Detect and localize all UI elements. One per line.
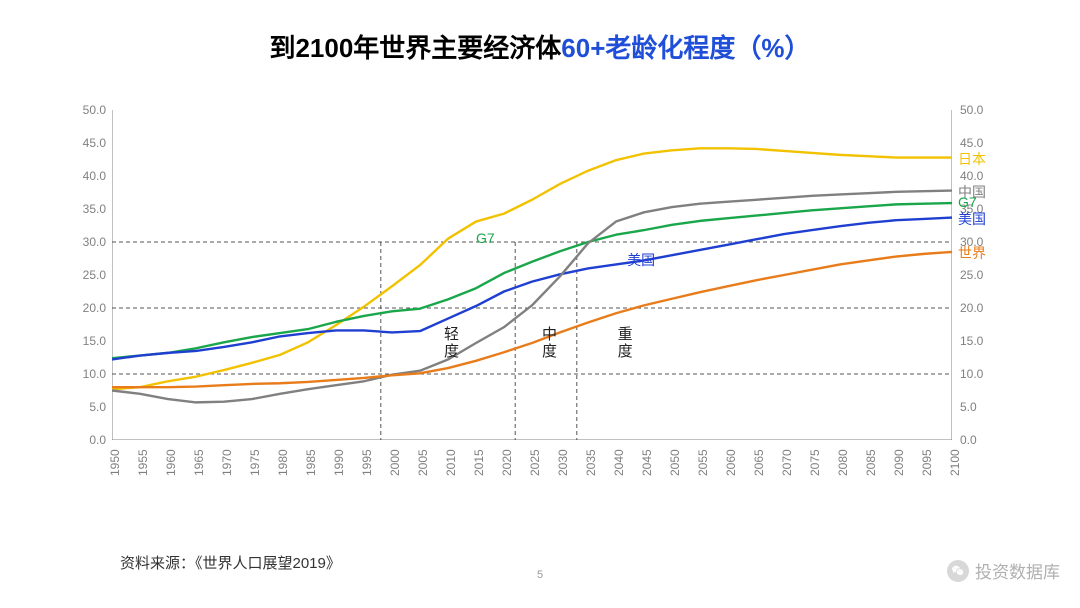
series-label-usa: 美国: [958, 209, 986, 229]
title-pre: 到2100年世界主要经济体: [269, 33, 561, 63]
y-tick-left: 10.0: [83, 367, 106, 381]
plot-area: [112, 110, 952, 440]
x-tick: 2025: [528, 449, 542, 476]
x-tick: 2065: [752, 449, 766, 476]
title-highlight: 60+老龄化程度（%）: [561, 33, 810, 63]
x-tick: 1990: [332, 449, 346, 476]
y-tick-left: 0.0: [89, 433, 106, 447]
annotation-中度: 中度: [538, 326, 559, 360]
y-tick-right: 5.0: [960, 400, 977, 414]
chart-svg: [112, 110, 952, 440]
y-tick-right: 10.0: [960, 367, 983, 381]
x-tick: 2010: [444, 449, 458, 476]
inline-label-usa: 美国: [627, 250, 655, 270]
y-tick-left: 35.0: [83, 202, 106, 216]
x-tick: 1955: [136, 449, 150, 476]
x-tick: 2030: [556, 449, 570, 476]
x-tick: 2095: [920, 449, 934, 476]
x-tick: 2050: [668, 449, 682, 476]
x-tick: 2015: [472, 449, 486, 476]
series-label-world: 世界: [958, 243, 986, 263]
x-tick: 1965: [192, 449, 206, 476]
y-tick-right: 50.0: [960, 103, 983, 117]
y-tick-left: 45.0: [83, 136, 106, 150]
x-tick: 2075: [808, 449, 822, 476]
y-tick-left: 5.0: [89, 400, 106, 414]
x-tick: 2070: [780, 449, 794, 476]
x-tick: 2080: [836, 449, 850, 476]
x-tick: 2005: [416, 449, 430, 476]
wechat-icon: [947, 560, 969, 582]
y-tick-left: 20.0: [83, 301, 106, 315]
x-tick: 1970: [220, 449, 234, 476]
y-tick-right: 20.0: [960, 301, 983, 315]
x-tick: 1960: [164, 449, 178, 476]
x-tick: 2055: [696, 449, 710, 476]
watermark: 投资数据库: [947, 558, 1060, 583]
source-text: 资料来源：《世界人口展望2019》: [120, 552, 341, 573]
x-tick: 1950: [108, 449, 122, 476]
x-tick: 1985: [304, 449, 318, 476]
x-tick: 2000: [388, 449, 402, 476]
chart-container: 0.05.010.015.020.025.030.035.040.045.050…: [70, 110, 990, 460]
x-tick: 1975: [248, 449, 262, 476]
inline-label-g7: G7: [476, 230, 495, 246]
x-tick: 2060: [724, 449, 738, 476]
x-tick: 2020: [500, 449, 514, 476]
y-tick-left: 15.0: [83, 334, 106, 348]
x-tick: 2035: [584, 449, 598, 476]
y-tick-right: 15.0: [960, 334, 983, 348]
x-tick: 2085: [864, 449, 878, 476]
y-tick-right: 0.0: [960, 433, 977, 447]
series-label-japan: 日本: [958, 149, 986, 169]
annotation-轻度: 轻度: [440, 326, 461, 360]
x-tick: 1995: [360, 449, 374, 476]
y-tick-left: 50.0: [83, 103, 106, 117]
x-tick: 2100: [948, 449, 962, 476]
y-tick-left: 30.0: [83, 235, 106, 249]
watermark-text: 投资数据库: [975, 558, 1060, 583]
annotation-重度: 重度: [614, 326, 635, 360]
page-number: 5: [537, 569, 543, 581]
x-tick: 1980: [276, 449, 290, 476]
x-tick: 2090: [892, 449, 906, 476]
x-tick: 2045: [640, 449, 654, 476]
y-tick-left: 40.0: [83, 169, 106, 183]
x-tick: 2040: [612, 449, 626, 476]
y-tick-right: 25.0: [960, 268, 983, 282]
chart-title: 到2100年世界主要经济体60+老龄化程度（%）: [0, 28, 1080, 65]
y-tick-left: 25.0: [83, 268, 106, 282]
